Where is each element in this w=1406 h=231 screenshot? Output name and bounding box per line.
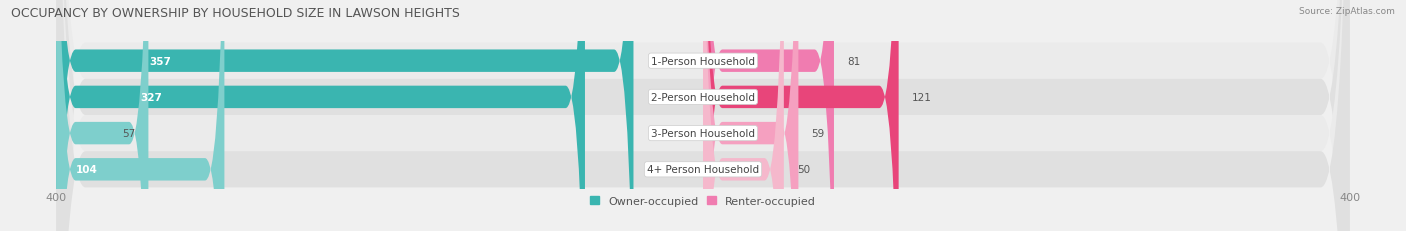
FancyBboxPatch shape xyxy=(56,0,225,231)
Text: 50: 50 xyxy=(797,165,810,175)
FancyBboxPatch shape xyxy=(703,0,785,231)
Text: 327: 327 xyxy=(141,92,162,103)
FancyBboxPatch shape xyxy=(703,0,799,231)
FancyBboxPatch shape xyxy=(56,0,149,231)
FancyBboxPatch shape xyxy=(703,0,834,231)
Text: 57: 57 xyxy=(122,128,135,139)
Text: 81: 81 xyxy=(846,56,860,66)
FancyBboxPatch shape xyxy=(56,0,634,231)
FancyBboxPatch shape xyxy=(56,0,585,231)
FancyBboxPatch shape xyxy=(703,0,898,231)
FancyBboxPatch shape xyxy=(56,0,1350,231)
Text: 2-Person Household: 2-Person Household xyxy=(651,92,755,103)
Text: OCCUPANCY BY OWNERSHIP BY HOUSEHOLD SIZE IN LAWSON HEIGHTS: OCCUPANCY BY OWNERSHIP BY HOUSEHOLD SIZE… xyxy=(11,7,460,20)
FancyBboxPatch shape xyxy=(56,0,1350,231)
Text: 104: 104 xyxy=(76,165,97,175)
Text: 357: 357 xyxy=(149,56,172,66)
Text: 3-Person Household: 3-Person Household xyxy=(651,128,755,139)
FancyBboxPatch shape xyxy=(56,0,1350,231)
Text: 121: 121 xyxy=(911,92,931,103)
Legend: Owner-occupied, Renter-occupied: Owner-occupied, Renter-occupied xyxy=(586,191,820,210)
Text: 4+ Person Household: 4+ Person Household xyxy=(647,165,759,175)
FancyBboxPatch shape xyxy=(56,0,1350,231)
Text: 1-Person Household: 1-Person Household xyxy=(651,56,755,66)
Text: Source: ZipAtlas.com: Source: ZipAtlas.com xyxy=(1299,7,1395,16)
Text: 59: 59 xyxy=(811,128,824,139)
